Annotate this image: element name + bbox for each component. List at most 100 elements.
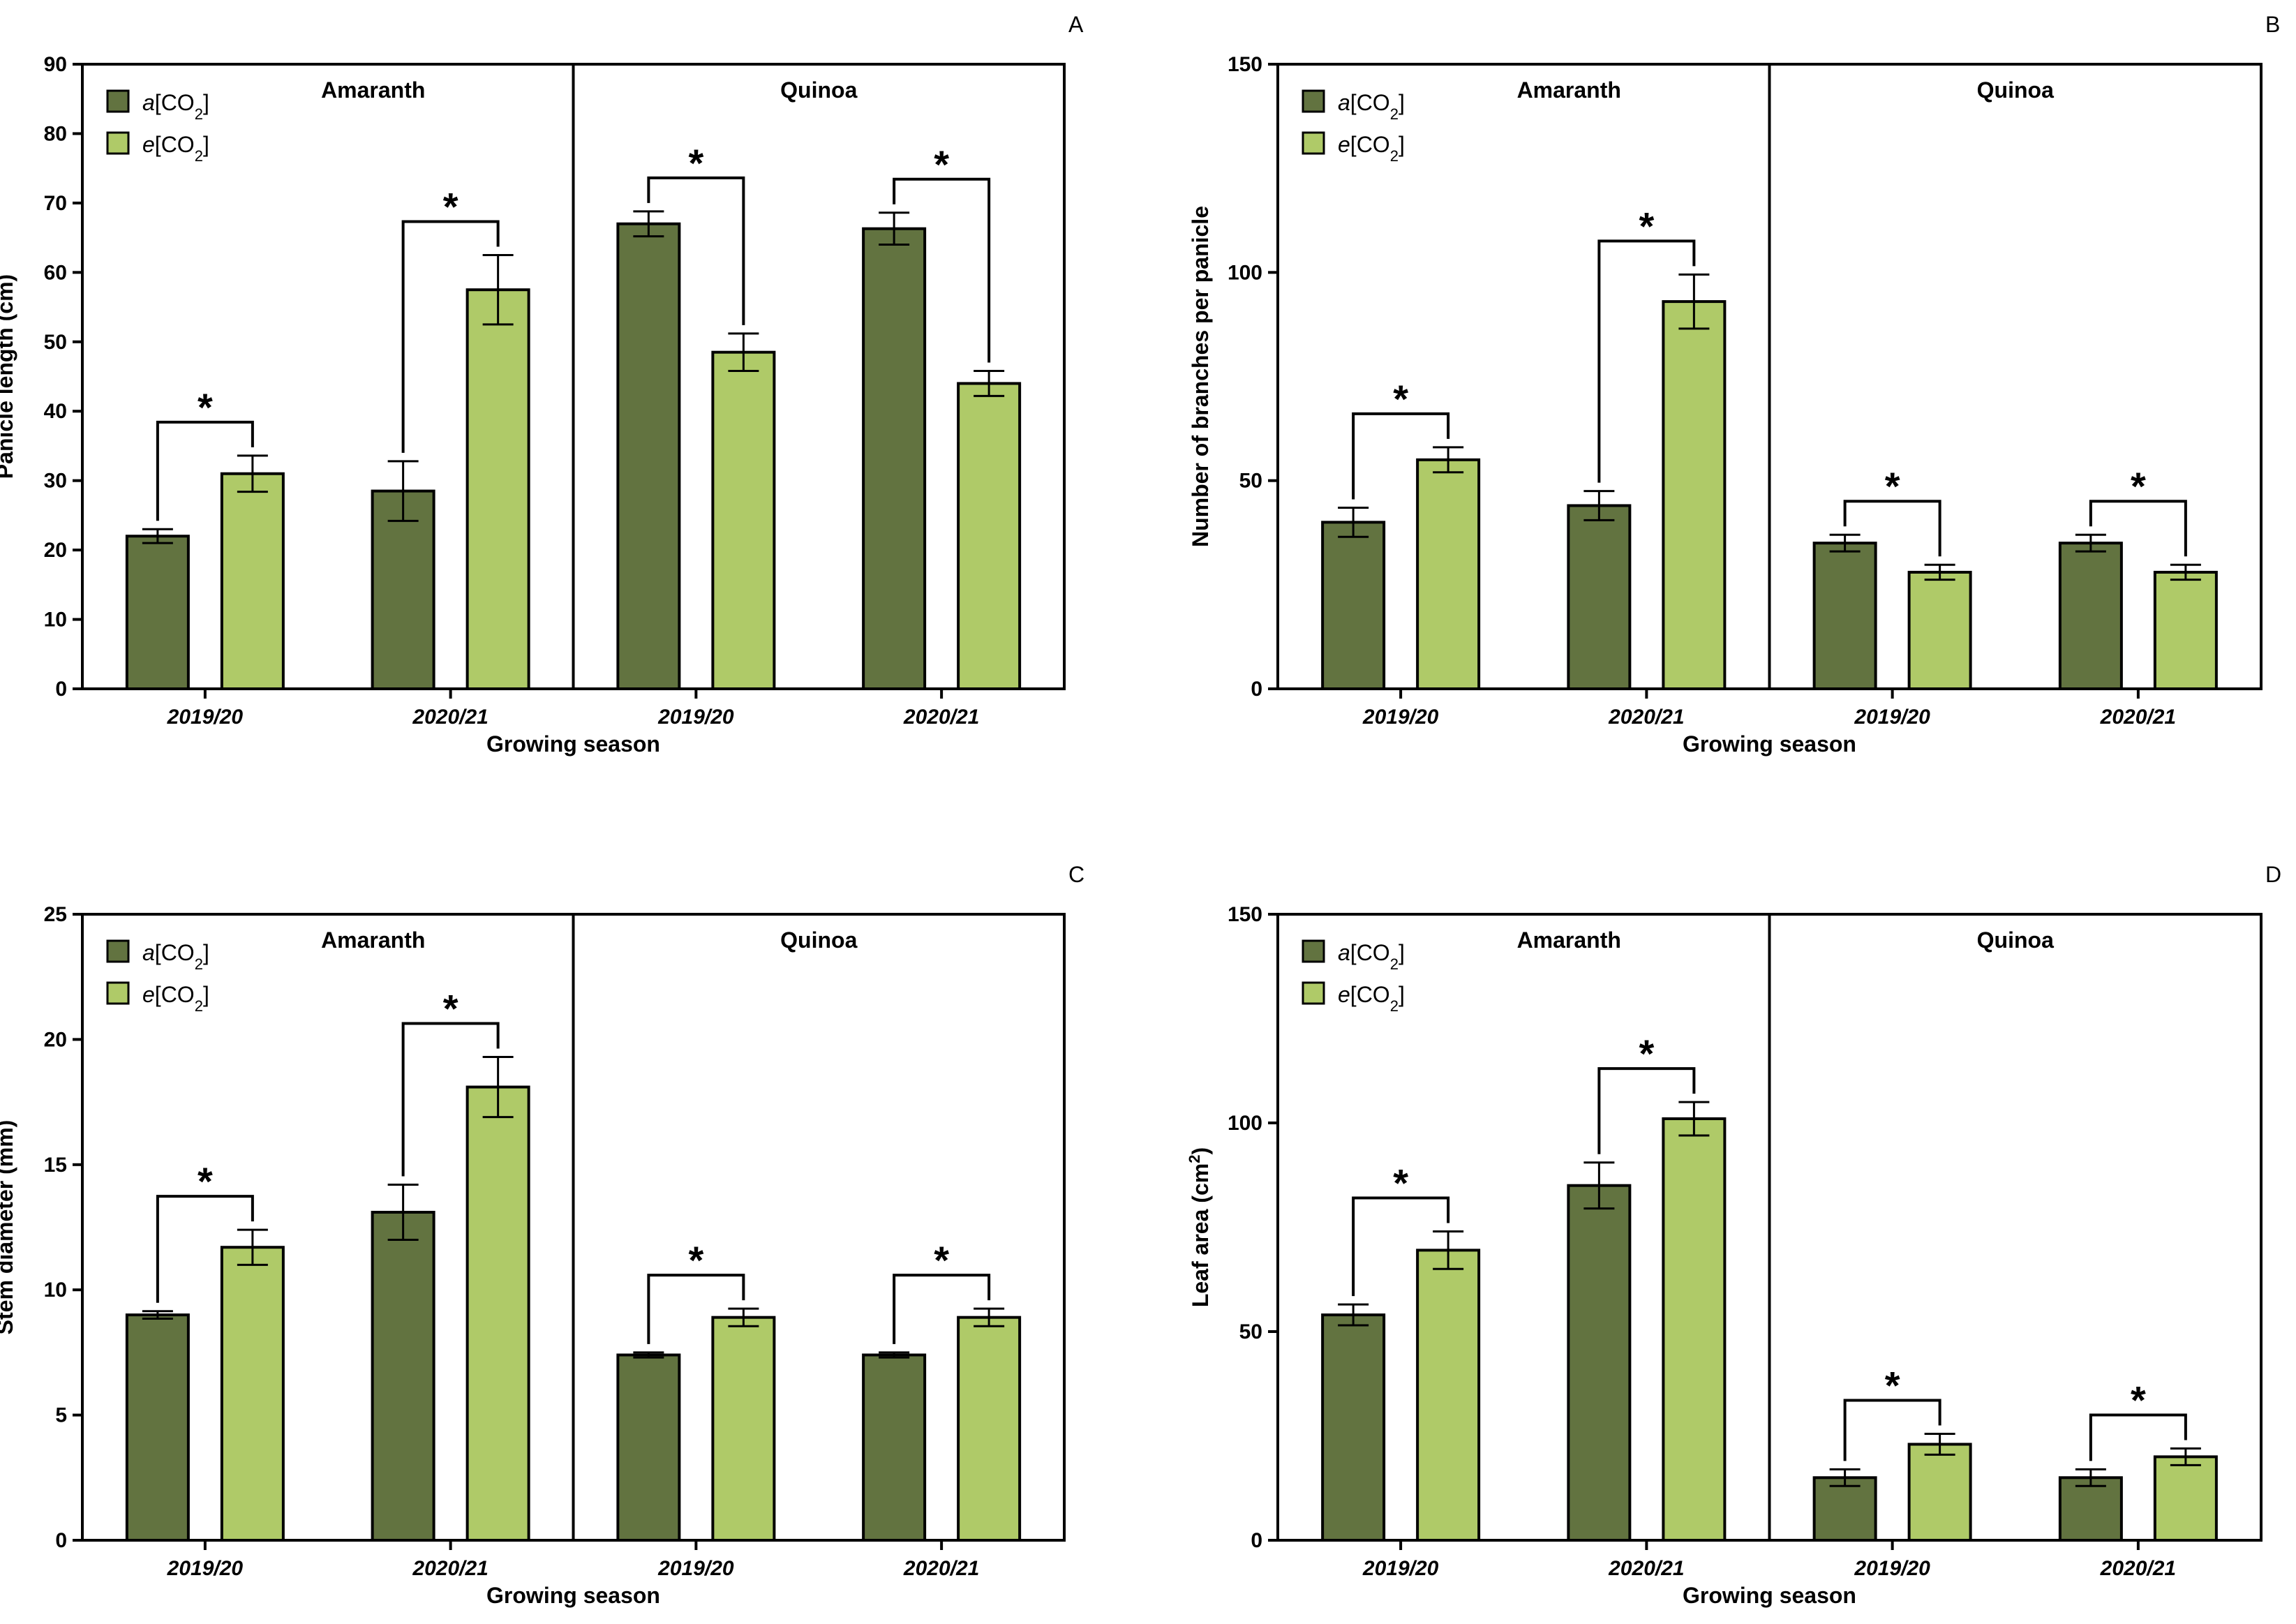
panel-letter: B	[2265, 12, 2280, 37]
significance-bracket	[401, 1022, 500, 1177]
bar-a-co2	[862, 1353, 927, 1542]
y-tick-label: 80	[44, 122, 67, 145]
legend-sub: 2	[195, 997, 203, 1015]
significance-bracket	[156, 1195, 254, 1303]
significance-star: *	[197, 385, 213, 429]
crop-label-amaranth: Amaranth	[1517, 77, 1621, 103]
y-tick-label: 0	[55, 1529, 67, 1552]
legend-prefix: a	[142, 940, 155, 965]
significance-bracket	[401, 220, 500, 453]
legend-prefix: a	[1338, 940, 1350, 965]
legend-co2: [CO	[1350, 940, 1390, 965]
y-tick-label: 10	[44, 609, 67, 632]
legend-close: ]	[1399, 982, 1405, 1007]
legend-label-e: e[CO2]	[1338, 132, 1405, 165]
y-tick-label: 70	[44, 192, 67, 215]
bar-a-co2	[1812, 542, 1877, 691]
y-axis-title: Stem diameter (mm)	[0, 1120, 17, 1335]
y-tick-label: 20	[44, 1028, 67, 1051]
x-tick-label: 2019/20	[657, 1557, 734, 1580]
legend-close: ]	[1399, 90, 1405, 115]
legend-sub: 2	[1390, 955, 1399, 973]
y-tick-label: 30	[44, 470, 67, 493]
y-axis-title-end: )	[1188, 1147, 1213, 1155]
legend-close: ]	[203, 90, 209, 115]
significance-bracket	[156, 420, 254, 521]
y-tick-label: 0	[55, 678, 67, 701]
bar-a-co2	[125, 1313, 190, 1542]
bar-a-co2	[371, 1210, 435, 1542]
bar-e-co2	[1662, 300, 1727, 691]
bar-a-co2	[2058, 1476, 2123, 1542]
y-axis-title: Number of branches per panicle	[1188, 206, 1213, 547]
y-tick-label: 60	[44, 261, 67, 284]
x-axis-title: Growing season	[1683, 1583, 1856, 1608]
x-tick-label: 2020/21	[412, 1557, 488, 1580]
chart-panel-c: 0 5 10 15 20 25 Stem diameter (mm) Growing seas…	[0, 862, 1084, 1608]
legend-label-a: a[CO2]	[1338, 940, 1405, 973]
legend-close: ]	[203, 982, 209, 1007]
panel-letter: A	[1068, 12, 1084, 37]
significance-bracket	[893, 177, 991, 363]
legend-prefix: e	[1338, 132, 1350, 157]
legend-co2: [CO	[155, 982, 195, 1007]
legend-swatch-a	[1302, 89, 1325, 113]
legend-swatch-e	[106, 981, 130, 1005]
legend-prefix: e	[142, 982, 155, 1007]
legend-label-a: a[CO2]	[142, 90, 209, 123]
significance-bracket	[1843, 500, 1941, 557]
legend-swatch-a	[1302, 939, 1325, 963]
x-tick-label: 2019/20	[1362, 706, 1439, 729]
significance-star: *	[1393, 377, 1408, 421]
y-tick-label: 100	[1228, 1112, 1262, 1135]
bar-a-co2	[616, 1353, 681, 1542]
significance-star: *	[443, 184, 459, 228]
significance-bracket	[1597, 1067, 1696, 1154]
bar-a-co2	[1567, 1184, 1632, 1542]
x-tick-label: 2020/21	[2100, 706, 2176, 729]
significance-bracket	[647, 1274, 745, 1344]
legend-swatch-a	[106, 939, 130, 963]
bar-e-co2	[2153, 570, 2218, 691]
legend-sub: 2	[1390, 147, 1399, 165]
bar-a-co2	[1567, 504, 1632, 690]
legend-co2: [CO	[155, 90, 195, 115]
legend-label-e: e[CO2]	[142, 982, 209, 1015]
bar-e-co2	[1416, 1249, 1481, 1542]
bar-a-co2	[125, 535, 190, 690]
crop-label-amaranth: Amaranth	[1517, 928, 1621, 953]
significance-bracket	[1352, 1196, 1450, 1297]
x-tick-label: 2019/20	[1854, 706, 1930, 729]
y-tick-label: 50	[1239, 470, 1262, 493]
x-tick-label: 2019/20	[1362, 1557, 1439, 1580]
legend-sub: 2	[195, 105, 203, 123]
crop-label-quinoa: Quinoa	[1977, 77, 2054, 103]
y-tick-label: 150	[1228, 903, 1262, 926]
crop-label-quinoa: Quinoa	[1977, 928, 2054, 953]
significance-bracket	[647, 176, 745, 325]
y-tick-label: 40	[44, 400, 67, 423]
legend-prefix: e	[142, 132, 155, 157]
x-tick-label: 2020/21	[1608, 1557, 1684, 1580]
x-tick-label: 2019/20	[167, 1557, 244, 1580]
crop-label-amaranth: Amaranth	[321, 928, 425, 953]
significance-bracket	[893, 1274, 991, 1344]
legend-co2: [CO	[1350, 132, 1390, 157]
legend-prefix: a	[1338, 90, 1350, 115]
significance-star: *	[1885, 1364, 1900, 1408]
panel-letter: C	[1068, 862, 1084, 887]
significance-star: *	[934, 142, 949, 186]
x-tick-label: 2020/21	[412, 706, 488, 729]
bar-e-co2	[711, 1316, 776, 1542]
legend-prefix: e	[1338, 982, 1350, 1007]
significance-bracket	[1597, 239, 1696, 483]
y-tick-label: 50	[44, 331, 67, 354]
y-tick-label: 20	[44, 539, 67, 562]
legend-swatch-e	[1302, 981, 1325, 1005]
significance-star: *	[2131, 464, 2146, 508]
y-tick-label: 25	[44, 903, 67, 926]
chart-panel-d: 0 50 100 150 Leaf area (cm2) Growing season D A…	[1186, 862, 2282, 1608]
crop-label-amaranth: Amaranth	[321, 77, 425, 103]
y-tick-label: 0	[1251, 1529, 1262, 1552]
